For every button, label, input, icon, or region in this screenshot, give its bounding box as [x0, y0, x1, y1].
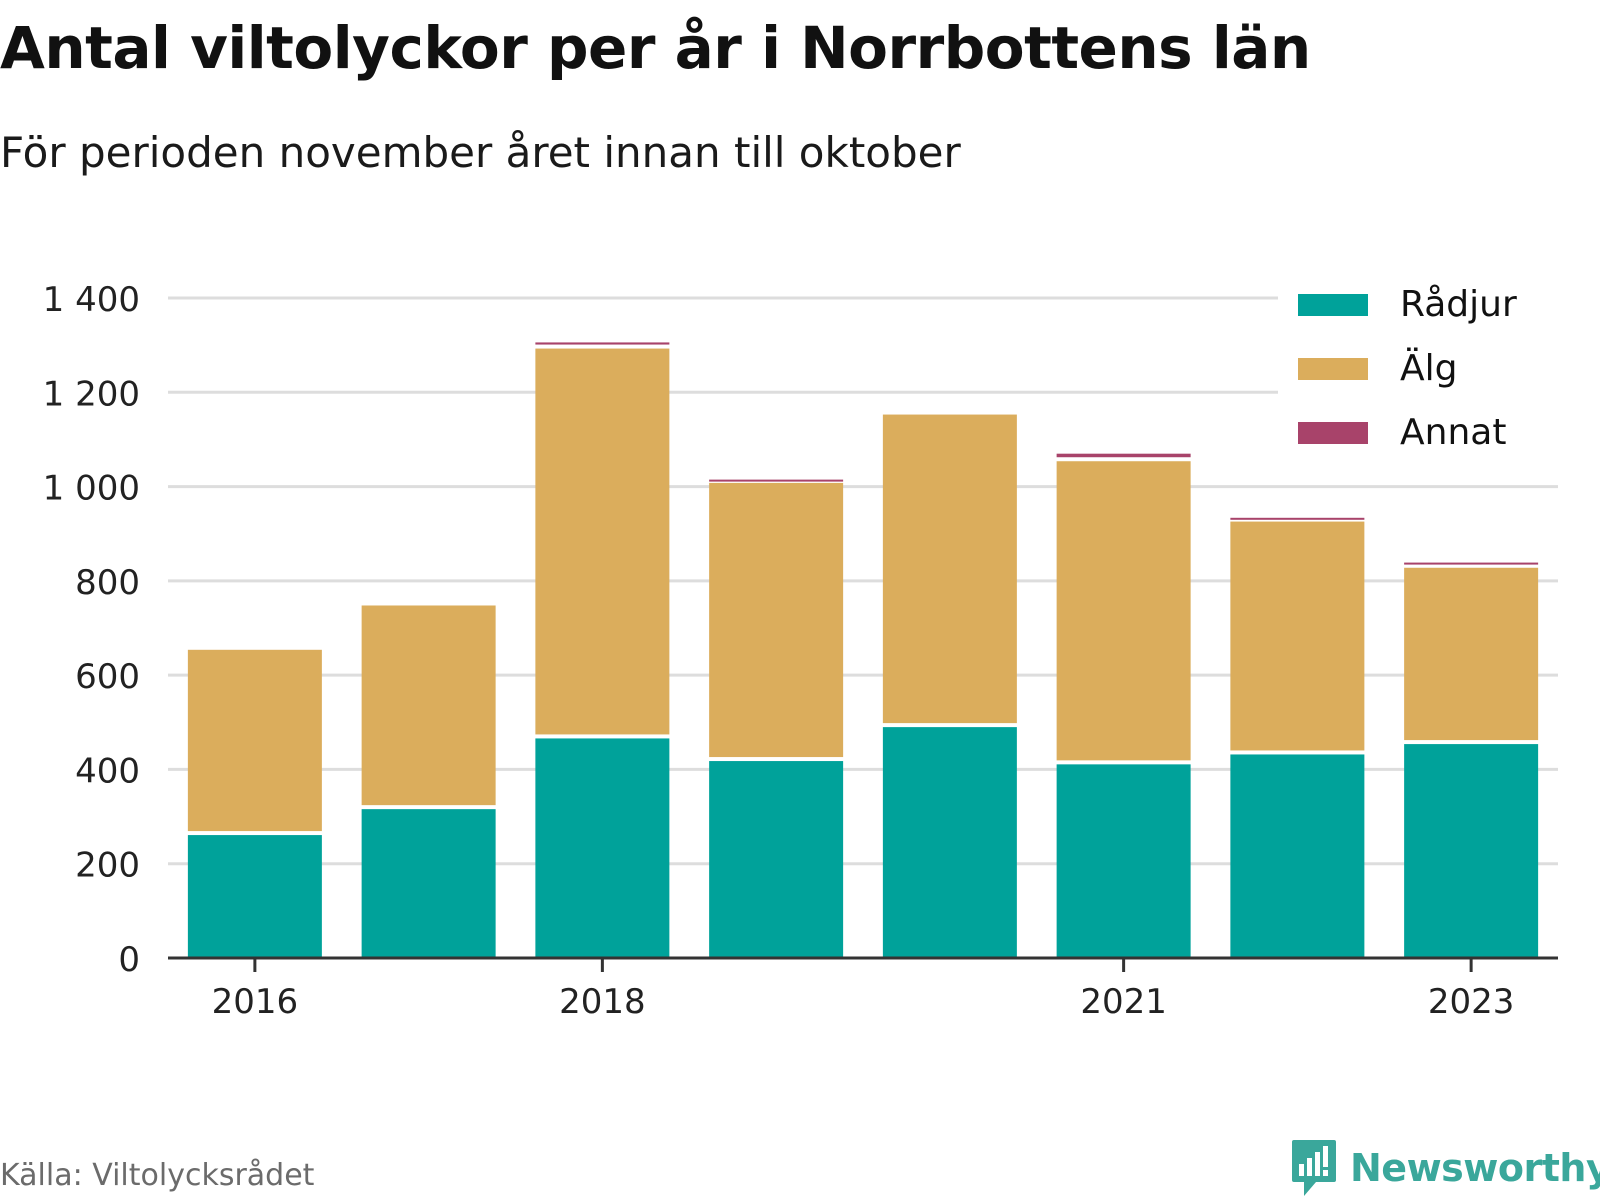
bar-segment-rådjur	[187, 835, 322, 958]
bar-segment-annat	[535, 342, 670, 345]
legend-label: Annat	[1400, 412, 1506, 453]
x-tick-label: 2016	[212, 982, 299, 1022]
bar-segment-annat	[1056, 453, 1191, 458]
bar-stack-2019	[709, 479, 844, 958]
bar-segment-rådjur	[1230, 754, 1365, 958]
bar-segment-annat	[1230, 517, 1365, 520]
legend-item-annat: Annat	[1298, 412, 1506, 453]
bar-stack-2016	[187, 649, 322, 958]
y-tick-label: 1 400	[43, 280, 140, 320]
newsworthy-logo-icon	[1292, 1140, 1336, 1196]
bar-segment-rådjur	[1404, 744, 1539, 958]
bar-segment-älg	[1056, 461, 1191, 761]
legend-item-älg: Älg	[1298, 347, 1457, 389]
brand-name: Newsworthy	[1350, 1146, 1600, 1190]
y-tick-label: 1 200	[43, 374, 140, 414]
chart-subtitle: För perioden november året innan till ok…	[0, 128, 961, 177]
legend-swatch	[1298, 358, 1368, 380]
bar-stack-2023	[1404, 562, 1539, 958]
bar-segment-annat	[1404, 562, 1539, 565]
legend: Rådjur Älg Annat	[1278, 278, 1558, 458]
bar-segment-rådjur	[361, 809, 496, 958]
bar-stack-2021	[1056, 453, 1191, 958]
x-tick-label: 2023	[1428, 982, 1515, 1022]
legend-label: Älg	[1400, 347, 1457, 389]
bar-stack-2018	[535, 342, 670, 958]
source-note: Källa: Viltolycksrådet	[0, 1158, 315, 1193]
bar-segment-annat	[709, 479, 844, 482]
x-tick-label: 2021	[1080, 982, 1167, 1022]
bar-segment-älg	[882, 414, 1017, 724]
brand-logo: Newsworthy	[1290, 1138, 1600, 1198]
x-tick-label: 2018	[559, 982, 646, 1022]
bar-stack-2022	[1230, 517, 1365, 958]
legend-swatch	[1298, 422, 1368, 444]
y-axis-tick-labels: 0 200 400 600 800 1 000 1 200 1 400	[43, 280, 140, 980]
bar-segment-älg	[187, 649, 322, 832]
y-tick-label: 1 000	[43, 469, 140, 509]
bar-segment-älg	[1404, 567, 1539, 741]
legend-label: Rådjur	[1400, 284, 1517, 325]
y-tick-label: 600	[75, 657, 140, 697]
y-tick-label: 400	[75, 751, 140, 791]
legend-item-rådjur: Rådjur	[1298, 284, 1517, 325]
bar-segment-rådjur	[709, 761, 844, 958]
bar-segment-älg	[1230, 521, 1365, 751]
bars	[187, 342, 1539, 958]
y-tick-label: 800	[75, 563, 140, 603]
bar-segment-rådjur	[882, 727, 1017, 958]
bar-segment-älg	[535, 348, 670, 735]
bar-segment-rådjur	[535, 738, 670, 958]
bar-segment-rådjur	[1056, 764, 1191, 958]
bar-stack-2020	[882, 414, 1017, 958]
bar-segment-älg	[361, 605, 496, 806]
bar-segment-älg	[709, 482, 844, 758]
legend-swatch	[1298, 294, 1368, 316]
x-axis: 2016 2018 2021 2023	[168, 956, 1558, 1022]
y-tick-label: 0	[118, 940, 140, 980]
y-tick-label: 200	[75, 846, 140, 886]
chart-title: Antal viltolyckor per år i Norrbottens l…	[0, 14, 1311, 82]
bar-stack-2017	[361, 605, 496, 958]
